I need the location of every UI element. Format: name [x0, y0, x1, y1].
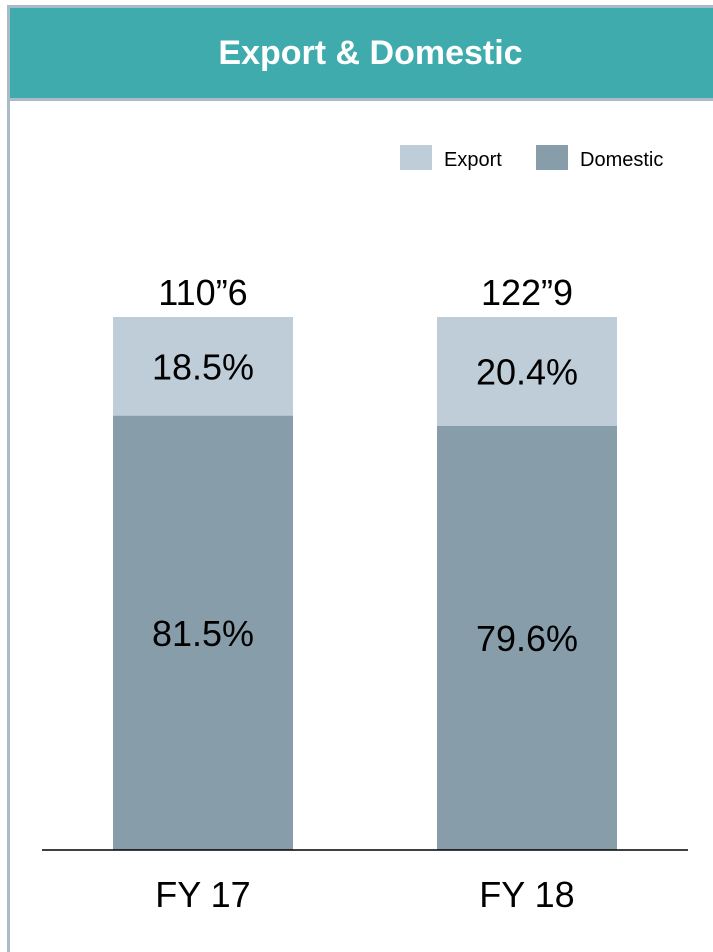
- panel-header: Export & Domestic: [10, 8, 713, 101]
- data-label-export: 20.4%: [476, 351, 578, 392]
- total-label: 122”9: [481, 272, 573, 313]
- legend-label-export: Export: [444, 149, 502, 171]
- legend-swatch-domestic: [536, 145, 568, 170]
- total-label: 110”6: [158, 272, 247, 313]
- legend-swatch-export: [400, 145, 432, 170]
- x-tick-label: FY 17: [155, 874, 250, 915]
- bar-domestic-fy-17: [113, 415, 293, 850]
- bar-export-fy-17: [113, 317, 293, 416]
- bar-domestic-fy-18: [437, 425, 617, 850]
- data-label-domestic: 81.5%: [152, 613, 254, 654]
- bar-export-fy-18: [437, 317, 617, 426]
- data-label-domestic: 79.6%: [476, 618, 578, 659]
- legend-label-domestic: Domestic: [580, 149, 663, 171]
- data-label-export: 18.5%: [152, 346, 254, 387]
- x-tick-label: FY 18: [479, 874, 574, 915]
- panel-title: Export & Domestic: [218, 33, 523, 72]
